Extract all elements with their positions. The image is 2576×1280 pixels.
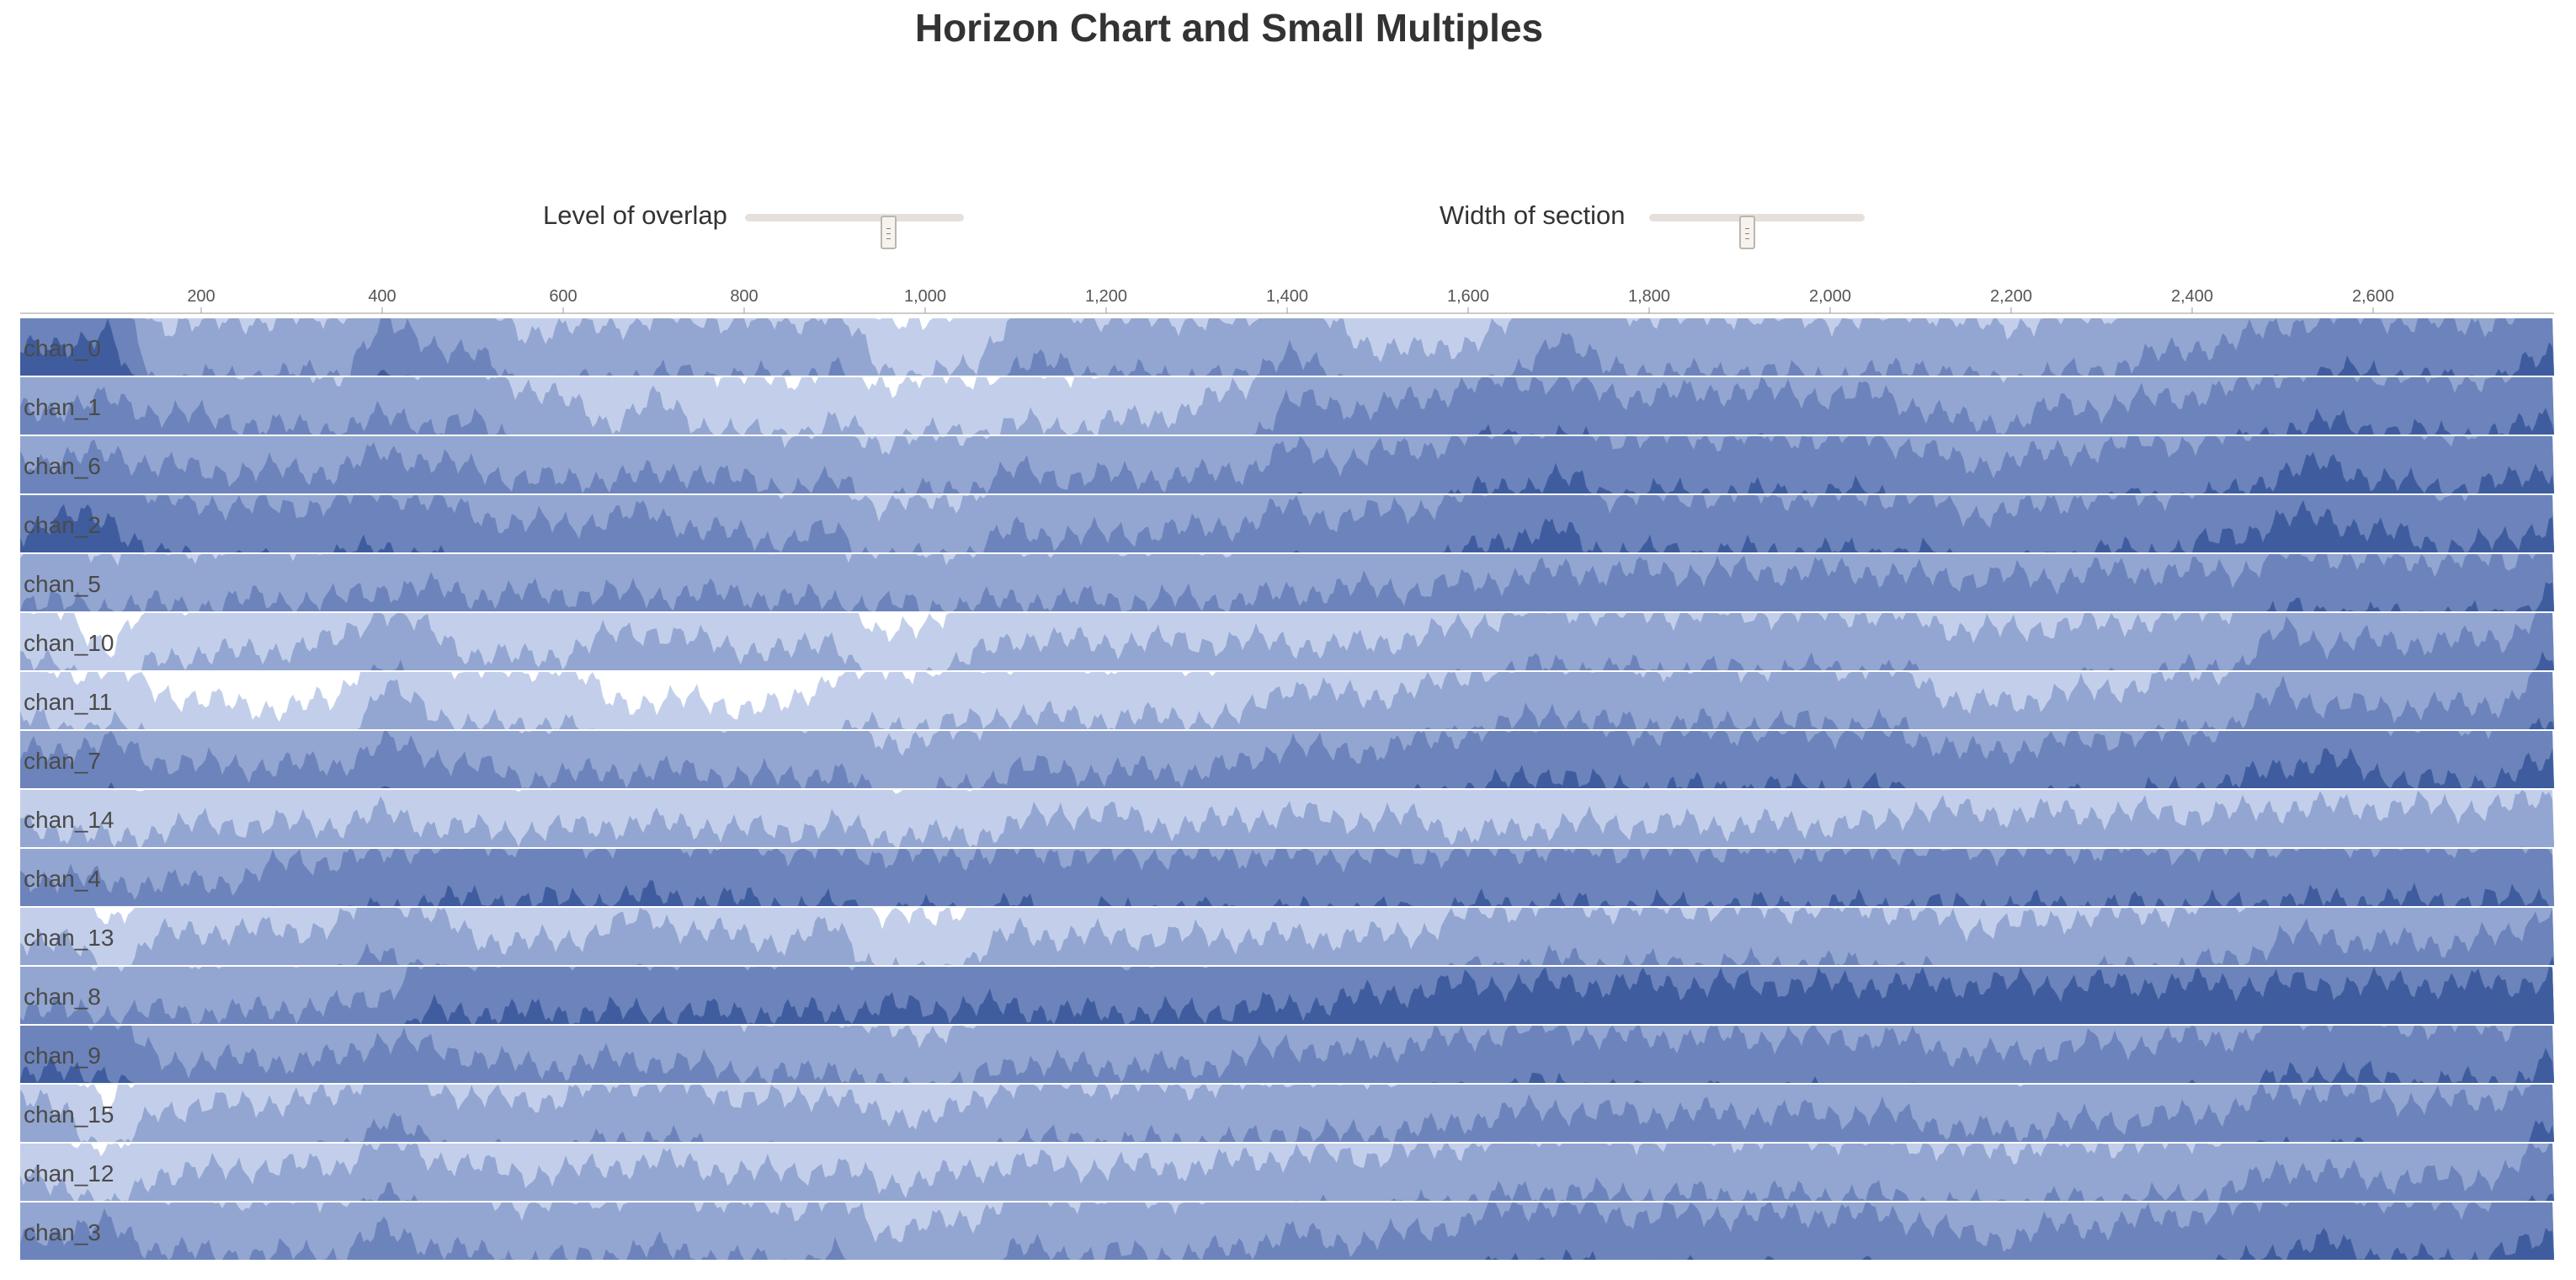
horizon-band-2 (20, 672, 2554, 729)
row-label: chan_15 (24, 1101, 114, 1128)
row-label: chan_8 (24, 984, 101, 1010)
row-label: chan_9 (24, 1043, 101, 1069)
row-label: chan_2 (24, 512, 101, 538)
x-tick-label: 2,200 (1990, 287, 2032, 306)
horizon-band-2 (20, 318, 2554, 376)
horizon-band-4 (20, 582, 2554, 611)
width-slider-handle[interactable] (1738, 216, 1755, 249)
horizon-row: chan_15 (20, 1085, 2554, 1142)
row-label: chan_1 (24, 394, 101, 420)
horizon-row: chan_10 (20, 613, 2554, 670)
horizon-band-3 (20, 613, 2554, 670)
x-tick-label: 1,000 (904, 287, 946, 306)
horizon-band-4 (20, 451, 2554, 493)
x-tick-label: 2,400 (2171, 287, 2213, 306)
horizon-row: chan_0 (20, 318, 2554, 376)
width-control: Width of section (1440, 197, 1865, 249)
horizon-row: chan_7 (20, 731, 2554, 788)
row-label: chan_4 (24, 866, 101, 892)
horizon-band-3 (20, 908, 2554, 965)
overlap-label: Level of overlap (543, 200, 727, 230)
horizon-band-2 (20, 790, 2554, 847)
x-tick-label: 1,200 (1085, 287, 1127, 306)
horizon-band-2 (20, 908, 2554, 965)
horizon-band-3 (20, 672, 2554, 729)
width-slider-track[interactable] (1649, 214, 1865, 249)
row-label: chan_10 (24, 630, 114, 656)
x-tick-label: 400 (368, 287, 396, 306)
x-tick-label: 1,400 (1266, 287, 1308, 306)
horizon-band-3 (20, 554, 2554, 611)
horizon-row: chan_1 (20, 377, 2554, 435)
x-tick-label: 800 (730, 287, 758, 306)
horizon-band-3 (20, 731, 2554, 788)
width-label: Width of section (1440, 200, 1626, 230)
horizon-band-3 (20, 495, 2554, 552)
horizon-band-2 (20, 1085, 2554, 1142)
x-tick-label: 600 (549, 287, 577, 306)
row-label: chan_5 (24, 571, 101, 597)
horizon-row: chan_13 (20, 908, 2554, 965)
horizon-row: chan_2 (20, 495, 2554, 552)
horizon-band-4 (20, 748, 2554, 788)
x-tick-label: 2,000 (1809, 287, 1851, 306)
x-tick-label: 1,600 (1447, 287, 1489, 306)
horizon-band-3 (20, 1144, 2554, 1201)
x-axis: 200 400 600 800 1,000 1,200 1,400 1,600 1,800 2,0… (20, 287, 2554, 314)
horizon-row: chan_3 (20, 1203, 2554, 1260)
horizon-row: chan_9 (20, 1026, 2554, 1083)
horizon-band-3 (20, 318, 2554, 376)
row-label: chan_12 (24, 1160, 114, 1187)
overlap-control: Level of overlap (543, 197, 964, 249)
horizon-band-4 (20, 967, 2554, 1024)
x-tick-label: 200 (187, 287, 215, 306)
horizon-band-3 (20, 377, 2554, 435)
horizon-row: chan_14 (20, 790, 2554, 847)
horizon-row: chan_11 (20, 672, 2554, 729)
overlap-slider-handle[interactable] (881, 216, 897, 249)
row-label: chan_3 (24, 1219, 101, 1245)
horizon-band-4 (20, 500, 2554, 552)
row-label: chan_14 (24, 807, 114, 833)
horizon-band-3 (20, 436, 2554, 493)
horizon-row: chan_8 (20, 967, 2554, 1024)
horizon-band-4 (20, 880, 2554, 906)
horizon-band-4 (20, 1227, 2554, 1260)
horizon-band-3 (20, 1203, 2554, 1260)
row-label: chan_13 (24, 925, 114, 951)
page-title: Horizon Chart and Small Multiples (914, 6, 1544, 50)
horizon-band-3 (20, 1085, 2554, 1142)
row-label: chan_0 (24, 335, 101, 361)
horizon-band-4 (20, 408, 2554, 435)
row-label: chan_7 (24, 748, 101, 774)
horizon-row: chan_4 (20, 849, 2554, 906)
horizon-row: chan_5 (20, 554, 2554, 611)
horizon-band-2 (20, 613, 2554, 670)
horizon-band-2 (20, 1144, 2554, 1201)
horizon-row: chan_6 (20, 436, 2554, 493)
horizon-band-4 (20, 1048, 2554, 1083)
x-tick-label: 1,800 (1628, 287, 1670, 306)
x-tick-label: 2,600 (2352, 287, 2394, 306)
row-label: chan_6 (24, 453, 101, 479)
overlap-slider-track[interactable] (745, 214, 964, 249)
row-label: chan_11 (24, 689, 112, 715)
horizon-row: chan_12 (20, 1144, 2554, 1201)
horizon-band-3 (20, 1026, 2554, 1083)
